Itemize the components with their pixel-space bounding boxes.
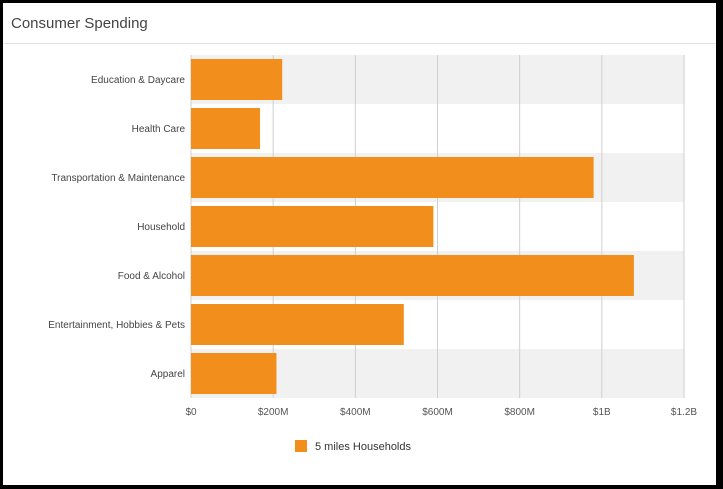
x-tick-label: $0	[185, 407, 197, 418]
x-tick-label: $200M	[258, 407, 289, 418]
bar	[191, 59, 283, 100]
category-label: Health Care	[132, 124, 186, 135]
category-label: Household	[137, 222, 185, 233]
x-tick-label: $1B	[593, 407, 611, 418]
bar	[191, 353, 277, 394]
consumer-spending-panel: Consumer Spending $0 $200M $400M $600M $800M…	[3, 3, 716, 485]
category-label: Transportation & Maintenance	[51, 173, 185, 184]
bar	[191, 206, 434, 247]
category-label: Food & Alcohol	[118, 271, 185, 282]
legend-swatch	[295, 440, 307, 452]
bar	[191, 304, 404, 345]
category-label: Education & Daycare	[91, 75, 185, 86]
legend-label: 5 miles Households	[315, 441, 411, 453]
x-tick-label: $1.2B	[671, 407, 697, 418]
category-label: Entertainment, Hobbies & Pets	[48, 320, 185, 331]
category-label: Apparel	[151, 369, 185, 380]
bar	[191, 108, 261, 149]
bar	[191, 157, 594, 198]
x-tick-label: $600M	[422, 407, 453, 418]
x-tick-label: $400M	[340, 407, 371, 418]
bar	[191, 255, 634, 296]
consumer-spending-chart: $0 $200M $400M $600M $800M $1B $1.2B Education …	[48, 55, 697, 453]
panel-title: Consumer Spending	[3, 3, 716, 44]
x-tick-label: $800M	[504, 407, 535, 418]
